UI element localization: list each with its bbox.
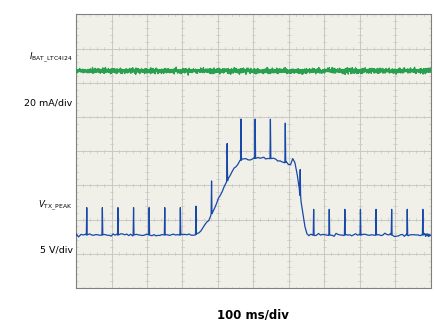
Text: 100 ms/div: 100 ms/div <box>217 308 289 320</box>
Text: 5 V/div: 5 V/div <box>39 246 72 255</box>
Text: 20 mA/div: 20 mA/div <box>24 98 72 107</box>
Text: $V_{\mathsf{TX\_PEAK}}$: $V_{\mathsf{TX\_PEAK}}$ <box>38 199 72 213</box>
Text: $I_{\mathsf{BAT\_LTC4I24}}$: $I_{\mathsf{BAT\_LTC4I24}}$ <box>29 51 72 65</box>
